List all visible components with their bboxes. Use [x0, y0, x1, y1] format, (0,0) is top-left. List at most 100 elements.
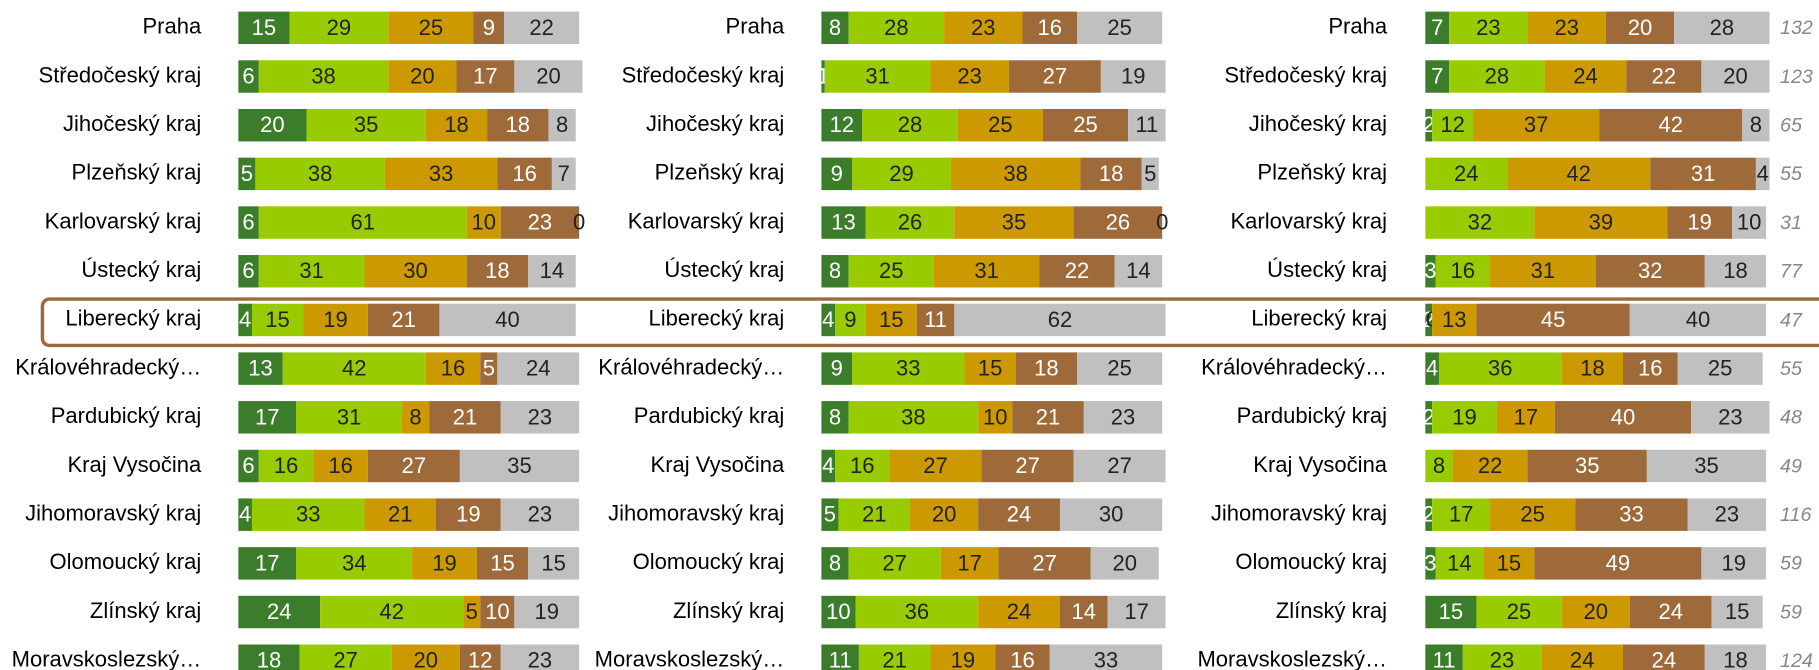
value-label: 29	[327, 15, 352, 40]
bar-segment	[964, 352, 1016, 385]
value-label: 30	[403, 258, 428, 283]
value-label: 25	[1107, 15, 1132, 40]
category-label: Středočeský kraj	[1224, 62, 1387, 87]
value-label: 24	[1573, 63, 1598, 88]
value-label: 0	[1156, 210, 1168, 235]
bar-segment	[320, 595, 464, 629]
value-label: 42	[379, 599, 404, 624]
value-label: 24	[1570, 648, 1595, 670]
bar-segment	[954, 303, 1166, 337]
bar-segment	[1059, 595, 1108, 629]
value-label: 19	[535, 599, 560, 624]
value-label: 23	[1476, 15, 1501, 40]
bar-segment	[306, 108, 426, 142]
count-label: 132	[1780, 17, 1813, 39]
value-label: 4	[822, 453, 834, 478]
category-label: Ústecký kraj	[664, 257, 784, 282]
value-label: 2	[1423, 112, 1435, 137]
value-label: 20	[410, 63, 435, 88]
value-label: 24	[1658, 599, 1683, 624]
category-label: Jihomoravský kraj	[608, 500, 784, 525]
value-label: 35	[1002, 210, 1026, 235]
value-label: 14	[1447, 550, 1472, 575]
count-label: 59	[1780, 553, 1802, 575]
bar-segment	[238, 498, 252, 531]
bar-segment	[1432, 498, 1491, 531]
value-label: 4	[239, 307, 251, 332]
bar-segment	[852, 352, 965, 385]
bar-segment	[1425, 449, 1453, 483]
category-label: Plzeňský kraj	[72, 160, 202, 185]
count-label: 49	[1780, 455, 1802, 477]
value-label: 5	[824, 502, 836, 527]
value-label: 24	[1007, 599, 1032, 624]
value-label: 10	[1737, 210, 1762, 235]
bar-segment	[412, 547, 477, 580]
value-label: 40	[495, 307, 520, 332]
value-label: 18	[257, 648, 282, 670]
category-label: Pardubický kraj	[1237, 403, 1388, 428]
bar-segment	[1449, 60, 1545, 93]
value-label: 22	[529, 15, 554, 40]
value-label: 6	[242, 63, 254, 88]
bar-segment	[238, 303, 252, 337]
bar-segment	[940, 547, 999, 580]
value-label: 15	[1725, 599, 1750, 624]
count-label: 124	[1780, 650, 1813, 670]
bar-segment	[1128, 108, 1166, 142]
bar-segment	[858, 644, 931, 670]
bar-segment	[367, 449, 460, 483]
bar-segment	[1012, 401, 1084, 434]
value-label: 31	[337, 404, 362, 429]
value-label: 15	[490, 550, 515, 575]
value-label: 10	[983, 404, 1007, 429]
bar-segment	[1435, 547, 1484, 580]
bar-segment	[1677, 352, 1763, 385]
category-label: Karlovarský kraj	[1230, 208, 1387, 233]
bar-segment	[296, 401, 402, 434]
value-label: 23	[957, 63, 982, 88]
value-label: 15	[978, 356, 1002, 381]
bar-segment	[1432, 108, 1474, 142]
bar-segment	[238, 206, 259, 239]
value-label: 20	[414, 648, 439, 670]
bar-segment	[425, 108, 488, 142]
value-label: 20	[260, 112, 285, 137]
bar-segment	[391, 644, 460, 670]
bar-segment	[821, 547, 849, 580]
bar-segment	[238, 157, 256, 191]
bar-segment	[835, 303, 866, 337]
value-label: 27	[882, 550, 906, 575]
bar-segment	[1432, 401, 1497, 434]
bar-segment	[456, 60, 515, 93]
value-label: 12	[830, 112, 854, 137]
value-label: 33	[1619, 502, 1644, 527]
bar-segment	[255, 157, 385, 191]
value-label: 2	[1423, 404, 1435, 429]
value-label: 14	[1072, 599, 1097, 624]
bar-segment	[1077, 352, 1163, 385]
value-label: 28	[898, 112, 923, 137]
bar-segment	[459, 449, 580, 483]
bar-segment	[1438, 352, 1562, 385]
value-label: 12	[468, 648, 493, 670]
value-label: 27	[1032, 550, 1057, 575]
value-label: 61	[350, 210, 375, 235]
value-label: 22	[1478, 453, 1503, 478]
category-label: Praha	[1328, 14, 1388, 39]
bar-segment	[1674, 11, 1770, 45]
category-label: Liberecký kraj	[65, 306, 201, 331]
value-label: 7	[558, 161, 570, 186]
bar-segment	[1080, 157, 1142, 191]
value-label: 35	[354, 112, 379, 137]
bar-segment	[1732, 206, 1767, 239]
category-label: Plzeňský kraj	[1257, 160, 1387, 185]
category-label: Jihočeský kraj	[1249, 111, 1387, 136]
bar-segment	[296, 547, 413, 580]
category-label: Liberecký kraj	[1251, 306, 1387, 331]
bar-segment	[910, 498, 979, 531]
category-label: Moravskoslezský…	[1197, 647, 1387, 670]
value-label: 2	[1423, 502, 1435, 527]
value-label: 5	[483, 356, 495, 381]
bar-segment	[238, 449, 259, 483]
